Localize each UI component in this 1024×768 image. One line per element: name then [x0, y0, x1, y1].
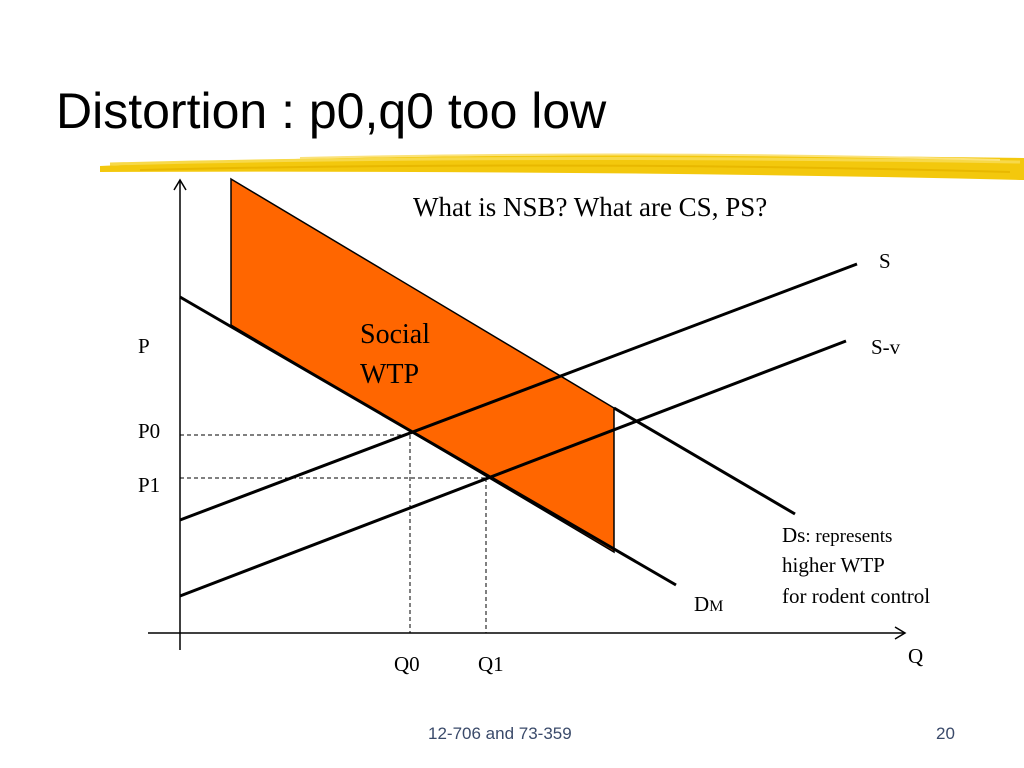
- supply-label: S: [879, 249, 891, 273]
- slide-title: Distortion : p0,q0 too low: [56, 83, 607, 139]
- q0-label: Q0: [394, 652, 420, 676]
- y-axis: [173, 178, 187, 650]
- supply-minus-v-curve: [179, 339, 847, 598]
- p0-label: P0: [138, 419, 160, 443]
- q1-label: Q1: [478, 652, 504, 676]
- social-wtp-region: [230, 177, 615, 554]
- p1-label: P1: [138, 473, 160, 497]
- title-underline-highlight: [100, 153, 1024, 180]
- ds-note-rest: : represents: [805, 526, 892, 547]
- question-text: What is NSB? What are CS, PS?: [413, 192, 767, 222]
- y-axis-label: P: [138, 334, 150, 358]
- footer-course-number: 12-706 and 73-359: [428, 724, 572, 743]
- demand-market-label: DM: [694, 592, 723, 616]
- ds-label: Ds: [782, 523, 805, 547]
- reference-lines: [180, 434, 487, 633]
- supply-curve: [179, 262, 858, 522]
- x-axis-label: Q: [908, 644, 923, 668]
- demand-social-curve: [613, 406, 796, 516]
- footer-page-number: 20: [936, 724, 955, 743]
- social-wtp-label-line2: WTP: [360, 359, 419, 390]
- ds-note-line2: higher WTP: [782, 553, 885, 577]
- social-wtp-label-line1: Social: [360, 319, 430, 350]
- demand-market-curve: [179, 295, 677, 587]
- supply-minus-v-label: S-v: [871, 335, 901, 359]
- x-axis: [148, 626, 907, 640]
- ds-note-line3: for rodent control: [782, 584, 930, 608]
- ds-note-line1: Ds: represents: [782, 523, 892, 547]
